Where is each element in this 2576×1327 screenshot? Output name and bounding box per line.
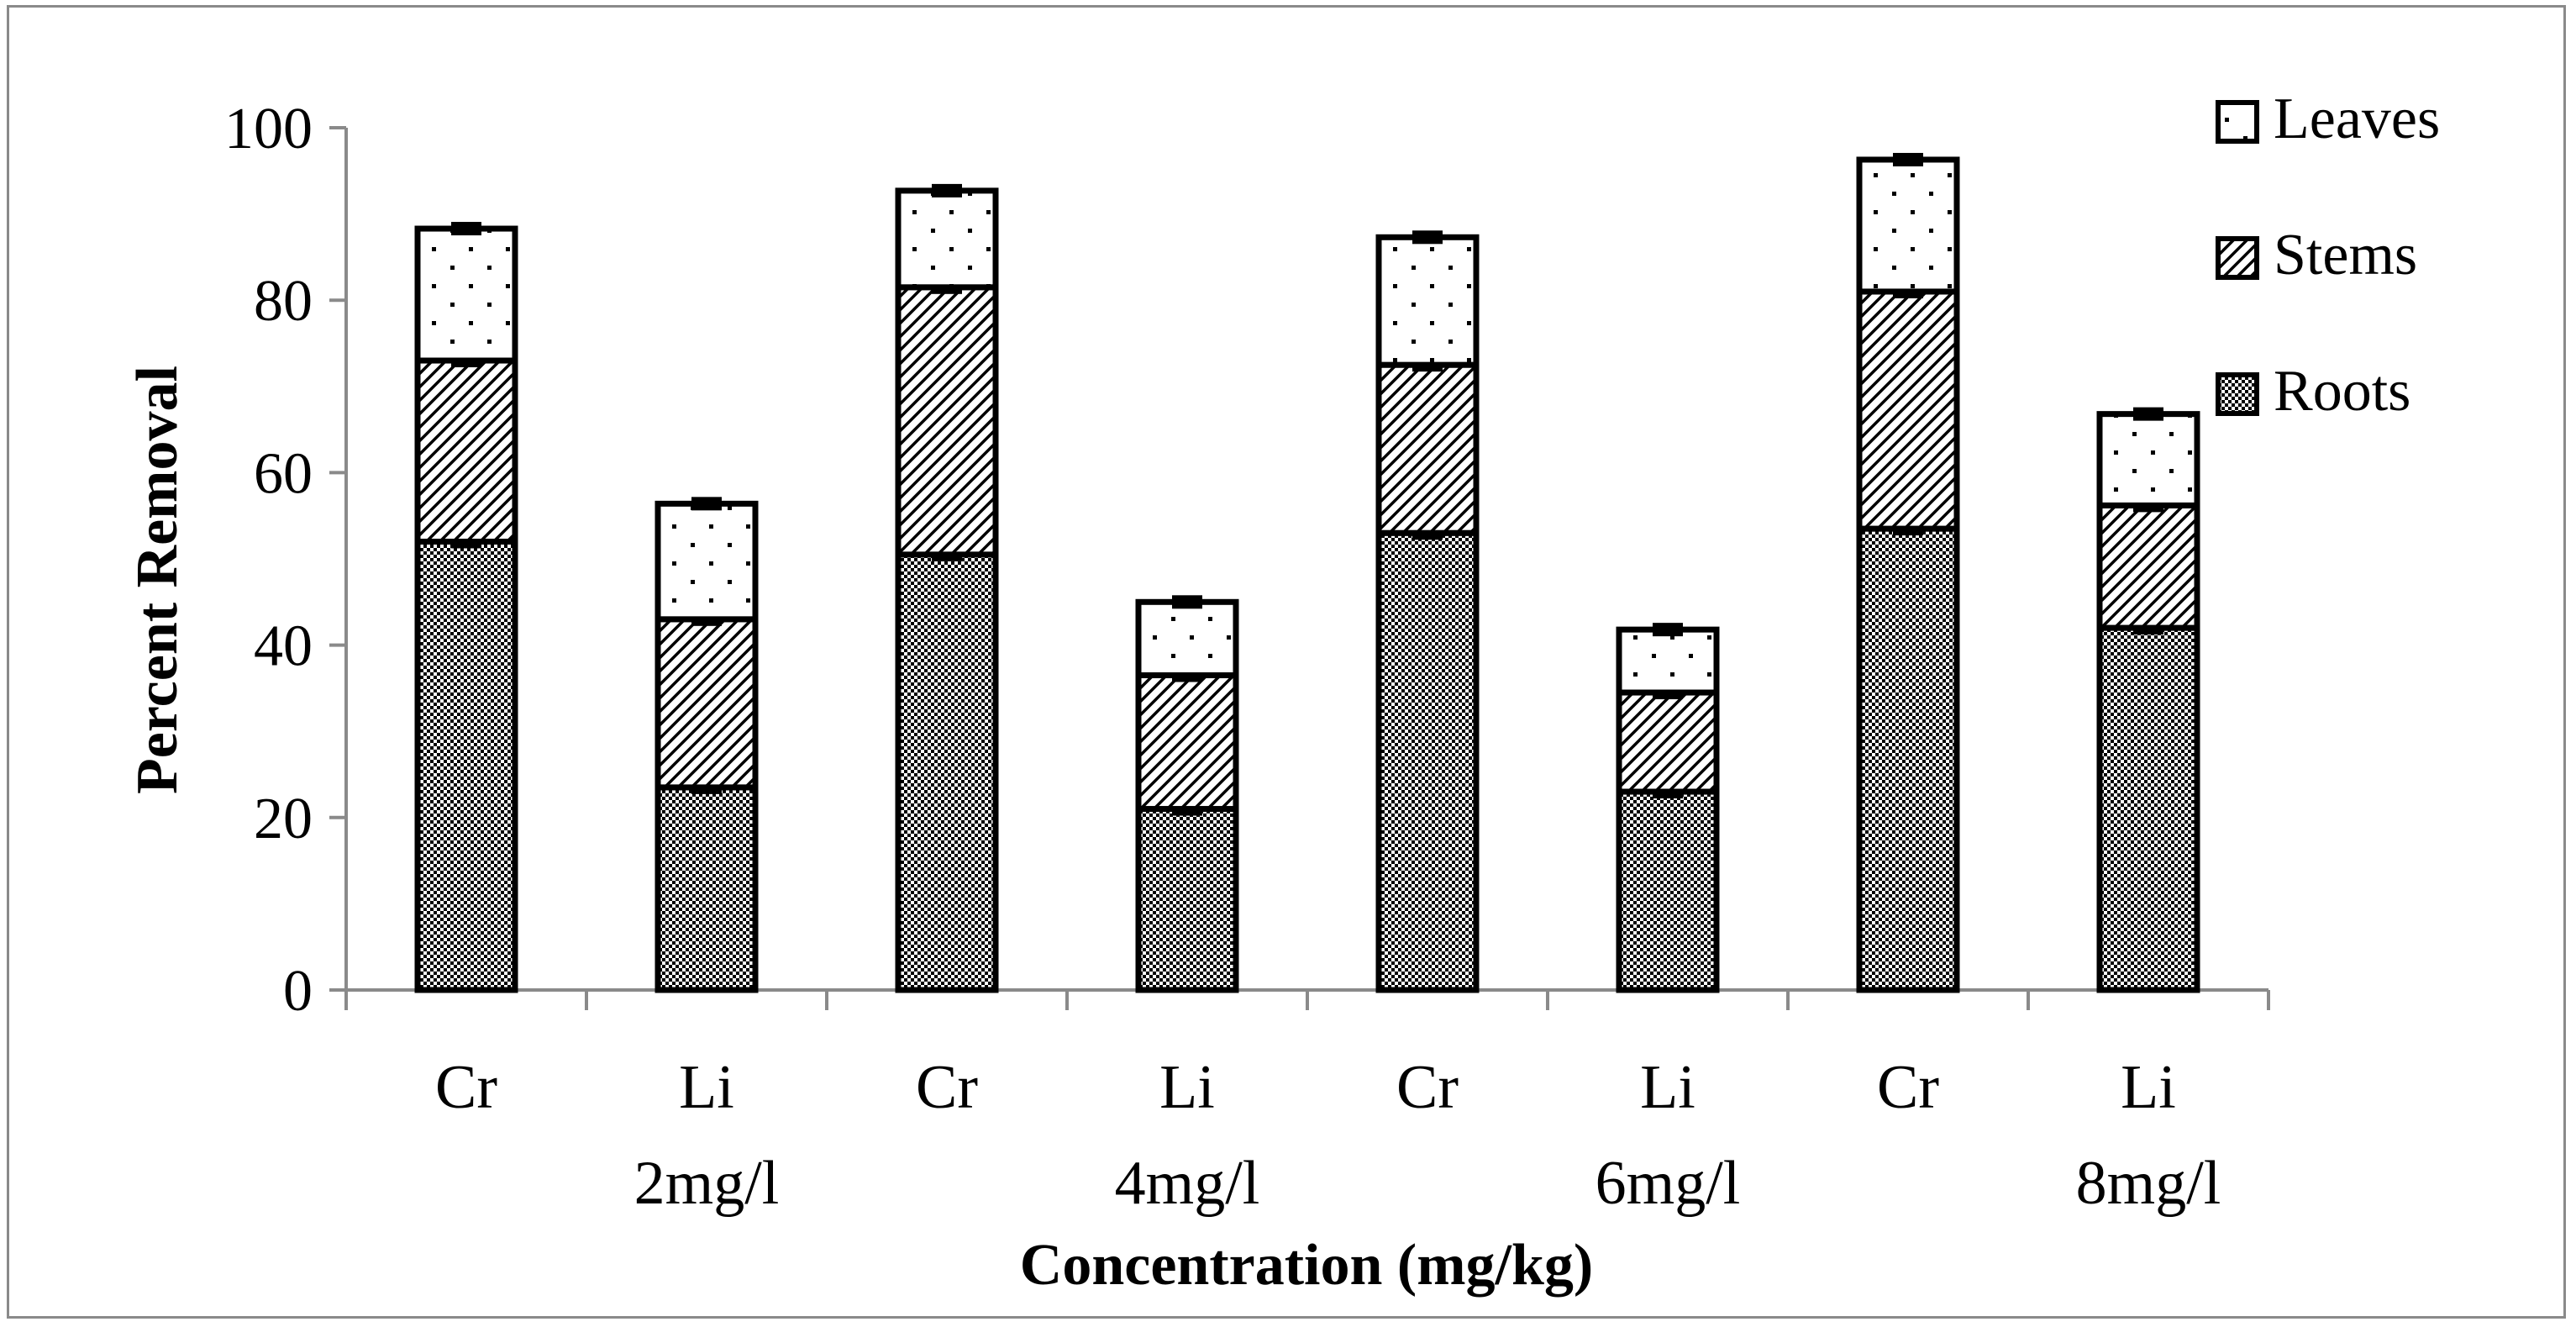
error-bar-leaves [1893, 152, 1923, 166]
legend-label-stems: Stems [2274, 223, 2417, 287]
error-bar-leaves [1412, 230, 1443, 245]
bar-segment-roots [1616, 788, 1720, 993]
y-tick-label: 40 [254, 614, 313, 679]
bar-segment-roots [655, 784, 759, 993]
error-bar-leaves [2133, 407, 2163, 421]
group-label: 8mg/l [2076, 1149, 2221, 1218]
y-tick-label: 100 [224, 97, 313, 161]
y-tick-label: 60 [254, 441, 313, 506]
bar-segment-stems [655, 616, 759, 791]
bar-segment-stems [1375, 361, 1480, 536]
bar-segment-leaves [895, 187, 999, 291]
bar-segment-roots [1375, 529, 1480, 993]
bar-segment-leaves [414, 225, 518, 364]
legend-label-roots: Roots [2274, 359, 2410, 424]
y-tick-label: 80 [254, 269, 313, 334]
category-label: Li [679, 1053, 734, 1122]
error-bar-leaves [1172, 595, 1202, 609]
legend-label-leaves: Leaves [2274, 87, 2440, 151]
y-tick-label: 20 [254, 787, 313, 851]
bar-segment-roots [895, 551, 999, 993]
y-tick-label: 0 [283, 959, 313, 1024]
category-label: Cr [1877, 1053, 1939, 1122]
y-axis-title: Percent Removal [125, 366, 190, 794]
bar-segment-leaves [1135, 598, 1239, 679]
legend-swatch-roots [2216, 372, 2259, 416]
category-label: Li [1640, 1053, 1695, 1122]
legend: Leaves Stems Roots [2216, 87, 2440, 424]
bar-segment-stems [895, 284, 999, 558]
category-label: Cr [435, 1053, 497, 1122]
legend-swatch-leaves [2216, 100, 2259, 144]
error-bar-leaves [932, 183, 962, 197]
category-label: Cr [1396, 1053, 1459, 1122]
bar-segment-stems [1135, 672, 1239, 813]
error-bar-leaves [451, 222, 481, 236]
error-bar-leaves [1653, 623, 1683, 637]
bar-segment-stems [2096, 502, 2200, 631]
x-axis-title: Concentration (mg/kg) [1020, 1233, 1593, 1298]
legend-swatch-stems [2216, 236, 2259, 280]
axes: 0 20 40 60 80 100 [224, 97, 2270, 1024]
category-label: Cr [916, 1053, 978, 1122]
category-label: Li [2121, 1053, 2176, 1122]
bar-segment-roots [1135, 806, 1239, 993]
group-label: 4mg/l [1115, 1149, 1260, 1218]
category-labels: Cr Li Cr Li Cr Li Cr Li 2mg/l 4mg/l 6mg/l 8mg/l [435, 1053, 2221, 1218]
group-label: 2mg/l [634, 1149, 780, 1218]
bar-segment-leaves [1375, 234, 1480, 368]
x-ticks [344, 990, 2270, 1010]
bar-segment-stems [1856, 288, 1960, 532]
bar-segment-roots [2096, 624, 2200, 993]
bar-segment-stems [1616, 689, 1720, 795]
bar-segment-leaves [1616, 626, 1720, 696]
bar-segment-roots [414, 538, 518, 993]
bars [414, 152, 2200, 993]
category-label: Li [1159, 1053, 1215, 1122]
bar-segment-leaves [1856, 156, 1960, 295]
bar-segment-leaves [655, 500, 759, 623]
bar-segment-roots [1856, 525, 1960, 993]
group-label: 6mg/l [1596, 1149, 1741, 1218]
bar-segment-leaves [2096, 411, 2200, 508]
bar-segment-stems [414, 357, 518, 545]
error-bar-leaves [691, 497, 722, 511]
y-ticks: 0 20 40 60 80 100 [224, 97, 346, 1024]
